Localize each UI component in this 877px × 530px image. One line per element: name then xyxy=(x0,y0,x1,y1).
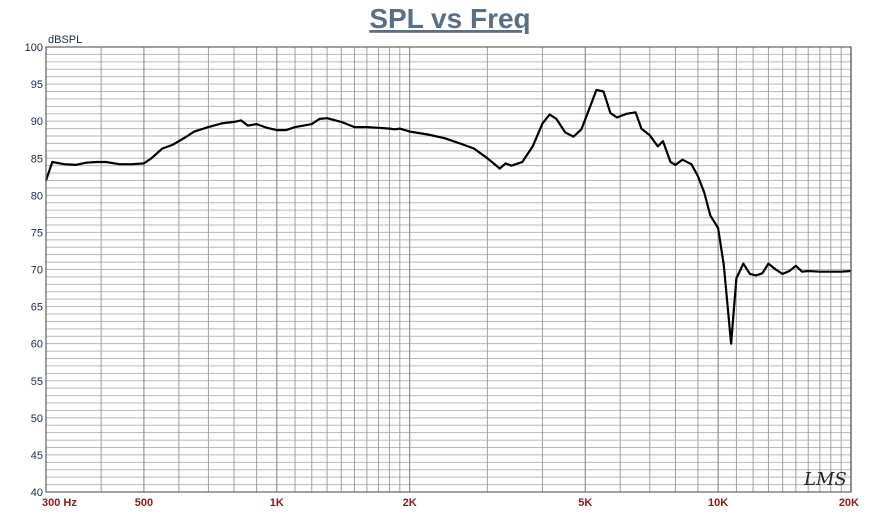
x-tick-label: 500 xyxy=(135,497,153,509)
x-tick-label: 20K xyxy=(839,497,859,509)
y-tick-label: 100 xyxy=(25,42,43,54)
lms-watermark: LMS xyxy=(803,469,847,490)
chart-title: SPL vs Freq xyxy=(369,3,530,34)
y-tick-label: 55 xyxy=(31,376,43,388)
y-tick-label: 95 xyxy=(31,79,43,91)
y-tick-label: 70 xyxy=(31,265,43,277)
y-tick-label: 40 xyxy=(31,487,43,499)
y-tick-label: 80 xyxy=(31,190,43,202)
spl-curve xyxy=(44,88,852,345)
y-tick-label: 50 xyxy=(31,413,43,425)
y-tick-label: 60 xyxy=(31,339,43,351)
y-tick-label: 45 xyxy=(31,450,43,462)
y-tick-labels: 100 95 90 85 80 75 70 65 60 55 50 45 40 xyxy=(25,42,43,499)
y-tick-label: 90 xyxy=(31,116,43,128)
x-tick-label: 300 Hz xyxy=(42,497,77,509)
y-axis-label: dBSPL xyxy=(48,34,82,46)
x-tick-label: 10K xyxy=(708,497,728,509)
x-tick-label: 5K xyxy=(578,497,592,509)
x-tick-label: 2K xyxy=(403,497,417,509)
x-tick-label: 1K xyxy=(270,497,284,509)
y-tick-label: 75 xyxy=(31,227,43,239)
y-tick-label: 85 xyxy=(31,153,43,165)
plot-frame xyxy=(45,46,852,493)
y-tick-label: 65 xyxy=(31,302,43,314)
grid-lines xyxy=(45,46,852,493)
x-tick-labels: 300 Hz 500 1K 2K 5K 10K 20K xyxy=(42,497,859,509)
